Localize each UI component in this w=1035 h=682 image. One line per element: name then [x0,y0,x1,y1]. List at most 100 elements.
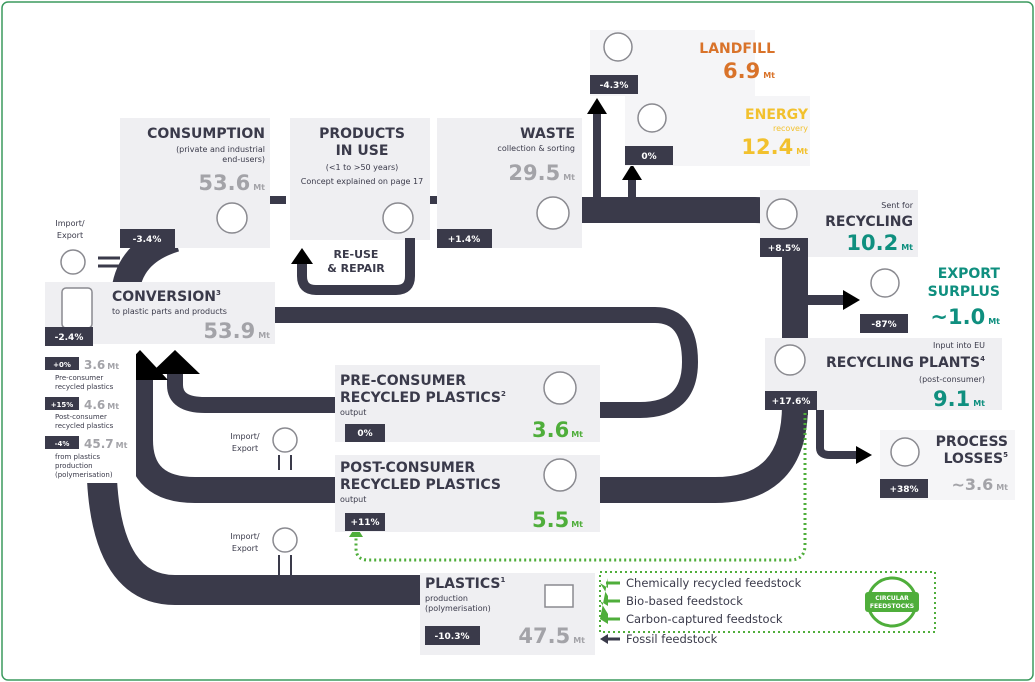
title: RECYCLING PLANTS [826,355,980,371]
unit: Mt [996,483,1008,492]
subtitle: collection & sorting [497,144,575,153]
box [437,229,492,248]
flow-arrow [270,307,699,418]
unit: Mt [796,147,808,156]
flow-arrow [816,405,858,459]
flow-arrow [87,479,425,605]
box [860,314,908,333]
arrowhead [856,446,872,464]
box [45,397,79,410]
subtitle: output [340,408,366,417]
icon [272,527,298,553]
value: ~3.6 [951,475,993,494]
change: +0% [53,361,71,369]
icon [870,268,900,298]
arrowhead [291,248,313,264]
value: 29.5 Mt [508,161,575,185]
change: -2.4% [55,333,84,343]
icon [637,103,667,133]
title: CONVERSION3 [112,289,221,305]
feedstock: Fossil feedstock [626,632,718,646]
title: RECYCLED PLASTICS [340,390,501,406]
label: production [55,462,93,470]
value: 29.5 [508,161,560,185]
arrowhead [600,634,608,644]
change: +15% [51,401,74,409]
import-export: Import/ [55,219,85,228]
title: LOSSES [944,451,1004,467]
title: ENERGY [745,107,809,123]
value: 10.2 Mt [846,231,913,255]
title: EXPORT [938,266,1001,282]
title: RECYCLED PLASTICS2 [340,390,506,406]
unit: Mt [763,71,775,80]
subtitle: to plastic parts and products [112,307,227,316]
box [765,391,817,410]
title: PRODUCTS [319,126,405,142]
unit: Mt [973,399,985,408]
value: 45.7 Mt [84,437,128,451]
box [61,287,93,329]
import-export: Export [232,544,258,553]
title: PRE-CONSUMER [340,373,466,389]
arrowhead [150,350,200,374]
subtitle: production [425,594,468,603]
box [345,513,385,531]
note: Concept explained on page 17 [301,177,423,186]
feedstock: Bio-based feedstock [626,594,743,608]
footnote: 5 [1003,451,1008,459]
value: 12.4 [741,135,793,159]
box [865,592,919,612]
box [590,75,638,94]
value: 12.4 Mt [741,135,808,159]
unit: Mt [573,636,585,645]
box [760,238,808,257]
title: PLASTICS1 [425,576,505,592]
value: 53.6 [198,171,250,195]
change: +1.4% [448,235,481,245]
icon [216,202,248,234]
box [544,584,574,608]
icon [890,437,920,467]
change: 0% [641,152,656,162]
footnote: 2 [501,390,506,398]
value: 3.6 Mt [84,358,119,372]
icon [766,198,798,230]
box [599,571,936,633]
change: +38% [889,485,918,495]
icon [60,249,86,275]
title: PLASTICS [425,576,500,592]
box [45,357,79,370]
value: 3.6 Mt [532,418,583,442]
icon [543,458,577,492]
feedstock: Chemically recycled feedstock [626,576,802,590]
value: 5.5 Mt [532,508,583,532]
label: (polymerisation) [55,471,113,479]
subtitle: (post-consumer) [919,375,985,384]
icon [382,202,414,234]
icon [536,196,570,230]
change: -87% [871,320,896,330]
badge: CIRCULAR [875,595,909,602]
value: 53.9 [203,319,255,343]
unit: Mt [258,331,270,340]
box [880,479,928,498]
import-export: Export [57,231,83,240]
value: ~1.0 Mt [930,305,1000,329]
change: +11% [350,518,379,528]
title: PROCESS [936,434,1008,450]
value: 47.5 [518,624,570,648]
box [45,436,79,449]
value: ~3.6 Mt [951,475,1008,494]
unit: Mt [563,173,575,182]
change: -4% [55,440,70,448]
change: -10.3% [435,632,470,642]
icon [272,427,298,453]
icon [774,344,806,376]
feedstock: Carbon-captured feedstock [626,612,783,626]
subtitle: end-users) [222,155,265,164]
value: 9.1 Mt [933,387,985,411]
value: 4.6 [84,398,105,412]
pre-title: Sent for [881,201,913,210]
flow-arrow [297,238,415,295]
